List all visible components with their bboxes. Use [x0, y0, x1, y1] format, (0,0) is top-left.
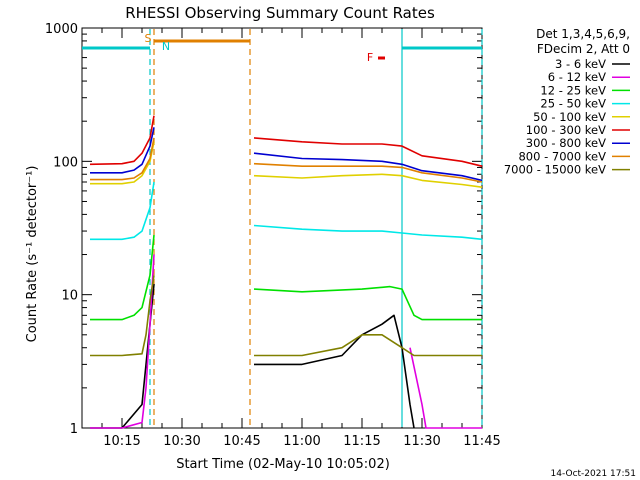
y-axis-label: Count Rate (s⁻¹ detector⁻¹) [25, 166, 40, 343]
x-tick-label: 11:45 [463, 434, 500, 449]
series-line [409, 347, 482, 429]
series-line [89, 115, 155, 166]
series-line [253, 162, 483, 183]
saa-marker-label: S [145, 32, 152, 45]
y-tick-label: 1000 [45, 22, 78, 37]
plot-area: 1 10 100 1000 10:15 10:30 10:45 11:00 11:15 11:30… [45, 22, 501, 449]
series-line [90, 254, 155, 429]
series-line [253, 137, 483, 167]
chart-title: RHESSI Observing Summary Count Rates [125, 4, 435, 22]
legend-label: 7000 - 15000 keV [504, 163, 606, 177]
y-tick-label: 10 [61, 289, 78, 304]
legend-label: 800 - 7000 keV [518, 149, 606, 163]
legend: Det 1,3,4,5,6,9,FDecim 2, Att 03 - 6 keV… [504, 27, 630, 177]
x-tick-label: 10:30 [163, 434, 200, 449]
legend-label: 12 - 25 keV [540, 83, 606, 97]
x-tick-label: 11:30 [403, 434, 440, 449]
y-tick-label: 1 [70, 422, 78, 437]
series-line [90, 181, 155, 241]
legend-header: FDecim 2, Att 0 [537, 42, 630, 56]
series-line [253, 173, 483, 188]
x-tick-label: 11:15 [343, 434, 380, 449]
series-line [253, 224, 483, 241]
series-line [90, 275, 155, 357]
legend-header: Det 1,3,4,5,6,9, [536, 27, 630, 41]
series-line [254, 333, 482, 357]
timestamp: 14-Oct-2021 17:51 [551, 469, 636, 479]
legend-label: 100 - 300 keV [526, 123, 606, 137]
series-line [90, 234, 155, 321]
legend-label: 25 - 50 keV [540, 97, 606, 111]
legend-label: 6 - 12 keV [548, 70, 606, 84]
x-tick-label: 10:15 [103, 434, 140, 449]
night-marker-label: N [162, 40, 170, 53]
series-line [253, 152, 483, 182]
flare-marker-label: F [367, 51, 373, 64]
x-axis-label: Start Time (02-May-10 10:05:02) [176, 457, 390, 472]
series-line [90, 137, 155, 181]
series-line [90, 127, 155, 174]
series-line [253, 285, 482, 321]
legend-label: 3 - 6 keV [555, 57, 606, 71]
legend-label: 50 - 100 keV [533, 110, 606, 124]
legend-label: 300 - 800 keV [526, 136, 606, 150]
x-tick-label: 10:45 [223, 434, 260, 449]
x-tick-label: 11:00 [283, 434, 320, 449]
y-tick-label: 100 [53, 155, 78, 170]
series-line [254, 314, 415, 429]
